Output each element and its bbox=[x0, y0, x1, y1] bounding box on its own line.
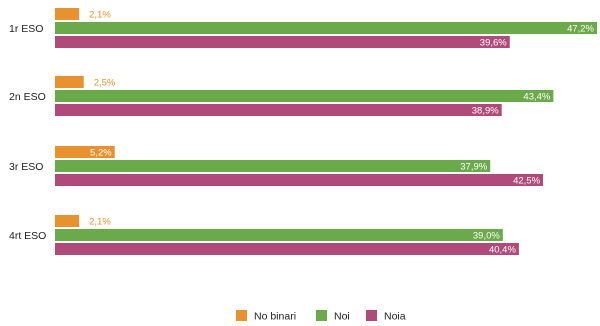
bar-noi bbox=[55, 22, 597, 34]
bar-noi bbox=[55, 160, 491, 172]
legend-label: Noia bbox=[384, 311, 406, 323]
bar-no-binari bbox=[55, 8, 80, 20]
bar-no-binari bbox=[55, 146, 115, 158]
category-label: 2n ESO bbox=[9, 91, 46, 103]
legend-label: No binari bbox=[254, 311, 296, 323]
bar-noia bbox=[55, 174, 544, 186]
data-label: 42,5% bbox=[513, 176, 540, 187]
bar-noia bbox=[55, 243, 519, 255]
bar-no-binari bbox=[55, 215, 80, 227]
bar-noia bbox=[55, 36, 510, 48]
category-label: 3r ESO bbox=[9, 161, 43, 173]
data-label: 2,1% bbox=[89, 10, 111, 21]
data-label: 2,5% bbox=[94, 78, 116, 89]
data-label: 5,2% bbox=[90, 148, 112, 159]
data-label: 38,9% bbox=[472, 106, 499, 117]
data-label: 2,1% bbox=[89, 217, 111, 228]
legend-swatch bbox=[316, 310, 327, 321]
data-label: 37,9% bbox=[460, 162, 487, 173]
category-label: 4rt ESO bbox=[9, 230, 46, 242]
legend-swatch bbox=[236, 310, 247, 321]
bar-noi bbox=[55, 229, 503, 241]
legend-label: Noi bbox=[334, 311, 350, 323]
data-label: 40,4% bbox=[489, 245, 516, 256]
category-label: 1r ESO bbox=[9, 23, 43, 35]
data-label: 39,6% bbox=[480, 38, 507, 49]
data-label: 43,4% bbox=[523, 92, 550, 103]
bar-noia bbox=[55, 104, 502, 116]
bar-noi bbox=[55, 90, 554, 102]
data-label: 47,2% bbox=[567, 24, 594, 35]
bar-no-binari bbox=[55, 76, 84, 88]
legend-swatch bbox=[366, 310, 377, 321]
data-label: 39,0% bbox=[473, 231, 500, 242]
